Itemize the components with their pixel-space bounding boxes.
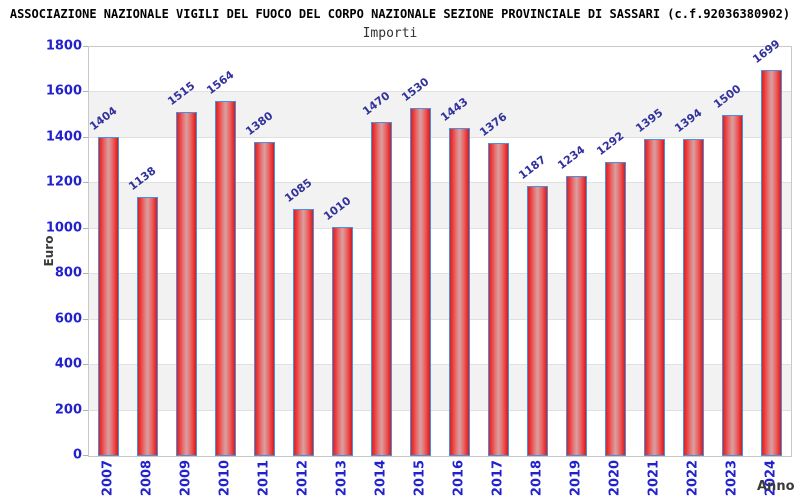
y-tick-mark [83,137,88,138]
bar-2010 [215,101,236,456]
plot-band [89,228,791,275]
plot-band [89,365,791,411]
x-tick-label: 2012 [295,459,310,497]
y-tick-mark [83,91,88,92]
y-tick-label: 800 [54,265,82,281]
y-tick-label: 0 [72,447,82,463]
y-tick-mark [83,455,88,456]
plot-band [89,183,791,229]
bar-2015 [410,108,431,456]
x-tick-label: 2008 [139,459,154,497]
chart-title: ASSOCIAZIONE NAZIONALE VIGILI DEL FUOCO … [9,7,791,21]
plot-band [89,274,791,320]
bar-2013 [332,227,353,456]
bar-2018 [527,186,548,456]
x-tick-label: 2023 [724,459,739,497]
bar-2011 [254,142,275,456]
y-tick-mark [83,410,88,411]
bar-2007 [98,137,119,456]
bar-2008 [137,197,158,456]
bar-2024 [761,70,782,456]
y-tick-mark [83,182,88,183]
x-tick-label: 2007 [100,459,115,497]
plot-band [89,137,791,184]
y-tick-mark [83,364,88,365]
x-axis-title: Anno [757,479,795,494]
y-tick-label: 200 [54,402,82,418]
y-tick-mark [83,228,88,229]
x-tick-label: 2016 [451,459,466,497]
x-tick-label: 2010 [217,459,232,497]
y-axis-title: Euro [42,235,56,267]
y-tick-label: 1800 [45,38,82,54]
y-tick-label: 600 [54,311,82,327]
x-tick-label: 2018 [529,459,544,497]
plot-band [89,319,791,366]
plot-band [89,92,791,138]
y-tick-mark [83,319,88,320]
bar-2017 [488,143,509,456]
x-tick-label: 2015 [412,459,427,497]
plot-band [89,47,791,93]
bar-2012 [293,209,314,456]
y-tick-label: 1000 [45,220,82,236]
y-tick-label: 1600 [45,83,82,99]
bar-2014 [371,122,392,456]
y-tick-label: 1400 [45,129,82,145]
plot-band [89,410,791,456]
plot-area: 1404 1138 1515 1564 1380 1085 1010 1470 1530 1443… [87,37,792,457]
x-tick-label: 2022 [685,459,700,497]
x-tick-label: 2021 [646,459,661,497]
bar-2016 [449,128,470,456]
y-tick-mark [83,46,88,47]
x-tick-label: 2014 [373,459,388,497]
x-tick-label: 2009 [178,459,193,497]
x-tick-label: 2017 [490,459,505,497]
bar-2021 [644,139,665,456]
bar-2019 [566,176,587,456]
x-tick-label: 2011 [256,459,271,497]
y-tick-label: 1200 [45,174,82,190]
bar-2022 [683,139,704,456]
chart-subtitle: Importi [362,26,418,41]
bar-2023 [722,115,743,456]
x-tick-label: 2013 [334,459,349,497]
x-tick-label: 2020 [607,459,622,497]
x-tick-label: 2019 [568,459,583,497]
y-tick-label: 400 [54,356,82,372]
bar-2009 [176,112,197,456]
y-tick-mark [83,273,88,274]
bar-2020 [605,162,626,456]
